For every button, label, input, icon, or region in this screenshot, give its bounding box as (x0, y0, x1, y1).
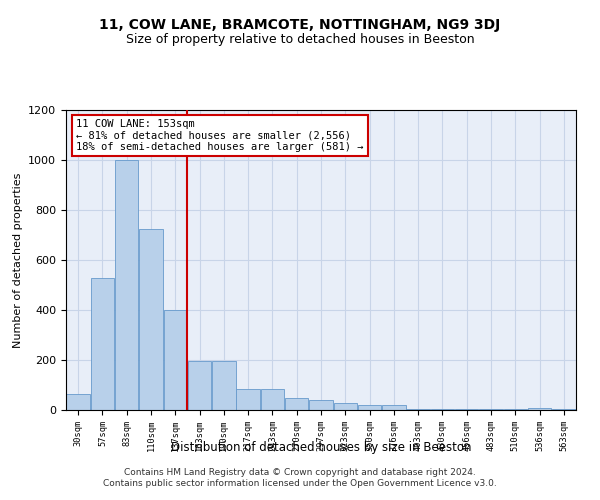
Bar (528, 408, 551, 410)
Bar (260, 389, 284, 410)
Bar (188, 361, 211, 410)
Bar (164, 310, 187, 410)
Text: 11, COW LANE, BRAMCOTE, NOTTINGHAM, NG9 3DJ: 11, COW LANE, BRAMCOTE, NOTTINGHAM, NG9 … (100, 18, 500, 32)
Bar (67, 394, 90, 410)
Bar (139, 229, 163, 410)
Bar (503, 409, 527, 410)
Bar (382, 405, 406, 410)
Bar (406, 409, 430, 410)
Bar (91, 278, 114, 410)
Bar (236, 389, 260, 410)
Bar (334, 403, 357, 410)
Text: 11 COW LANE: 153sqm
← 81% of detached houses are smaller (2,556)
18% of semi-det: 11 COW LANE: 153sqm ← 81% of detached ho… (76, 119, 364, 152)
Y-axis label: Number of detached properties: Number of detached properties (13, 172, 23, 348)
Bar (309, 400, 333, 410)
Bar (285, 398, 308, 410)
Bar (455, 409, 478, 410)
Text: Size of property relative to detached houses in Beeston: Size of property relative to detached ho… (125, 32, 475, 46)
Bar (212, 361, 236, 410)
Bar (479, 409, 503, 410)
Bar (115, 160, 139, 410)
Bar (431, 409, 454, 410)
Text: Contains HM Land Registry data © Crown copyright and database right 2024.
Contai: Contains HM Land Registry data © Crown c… (103, 468, 497, 487)
Bar (358, 405, 382, 410)
Text: Distribution of detached houses by size in Beeston: Distribution of detached houses by size … (171, 441, 471, 454)
Bar (552, 409, 575, 410)
